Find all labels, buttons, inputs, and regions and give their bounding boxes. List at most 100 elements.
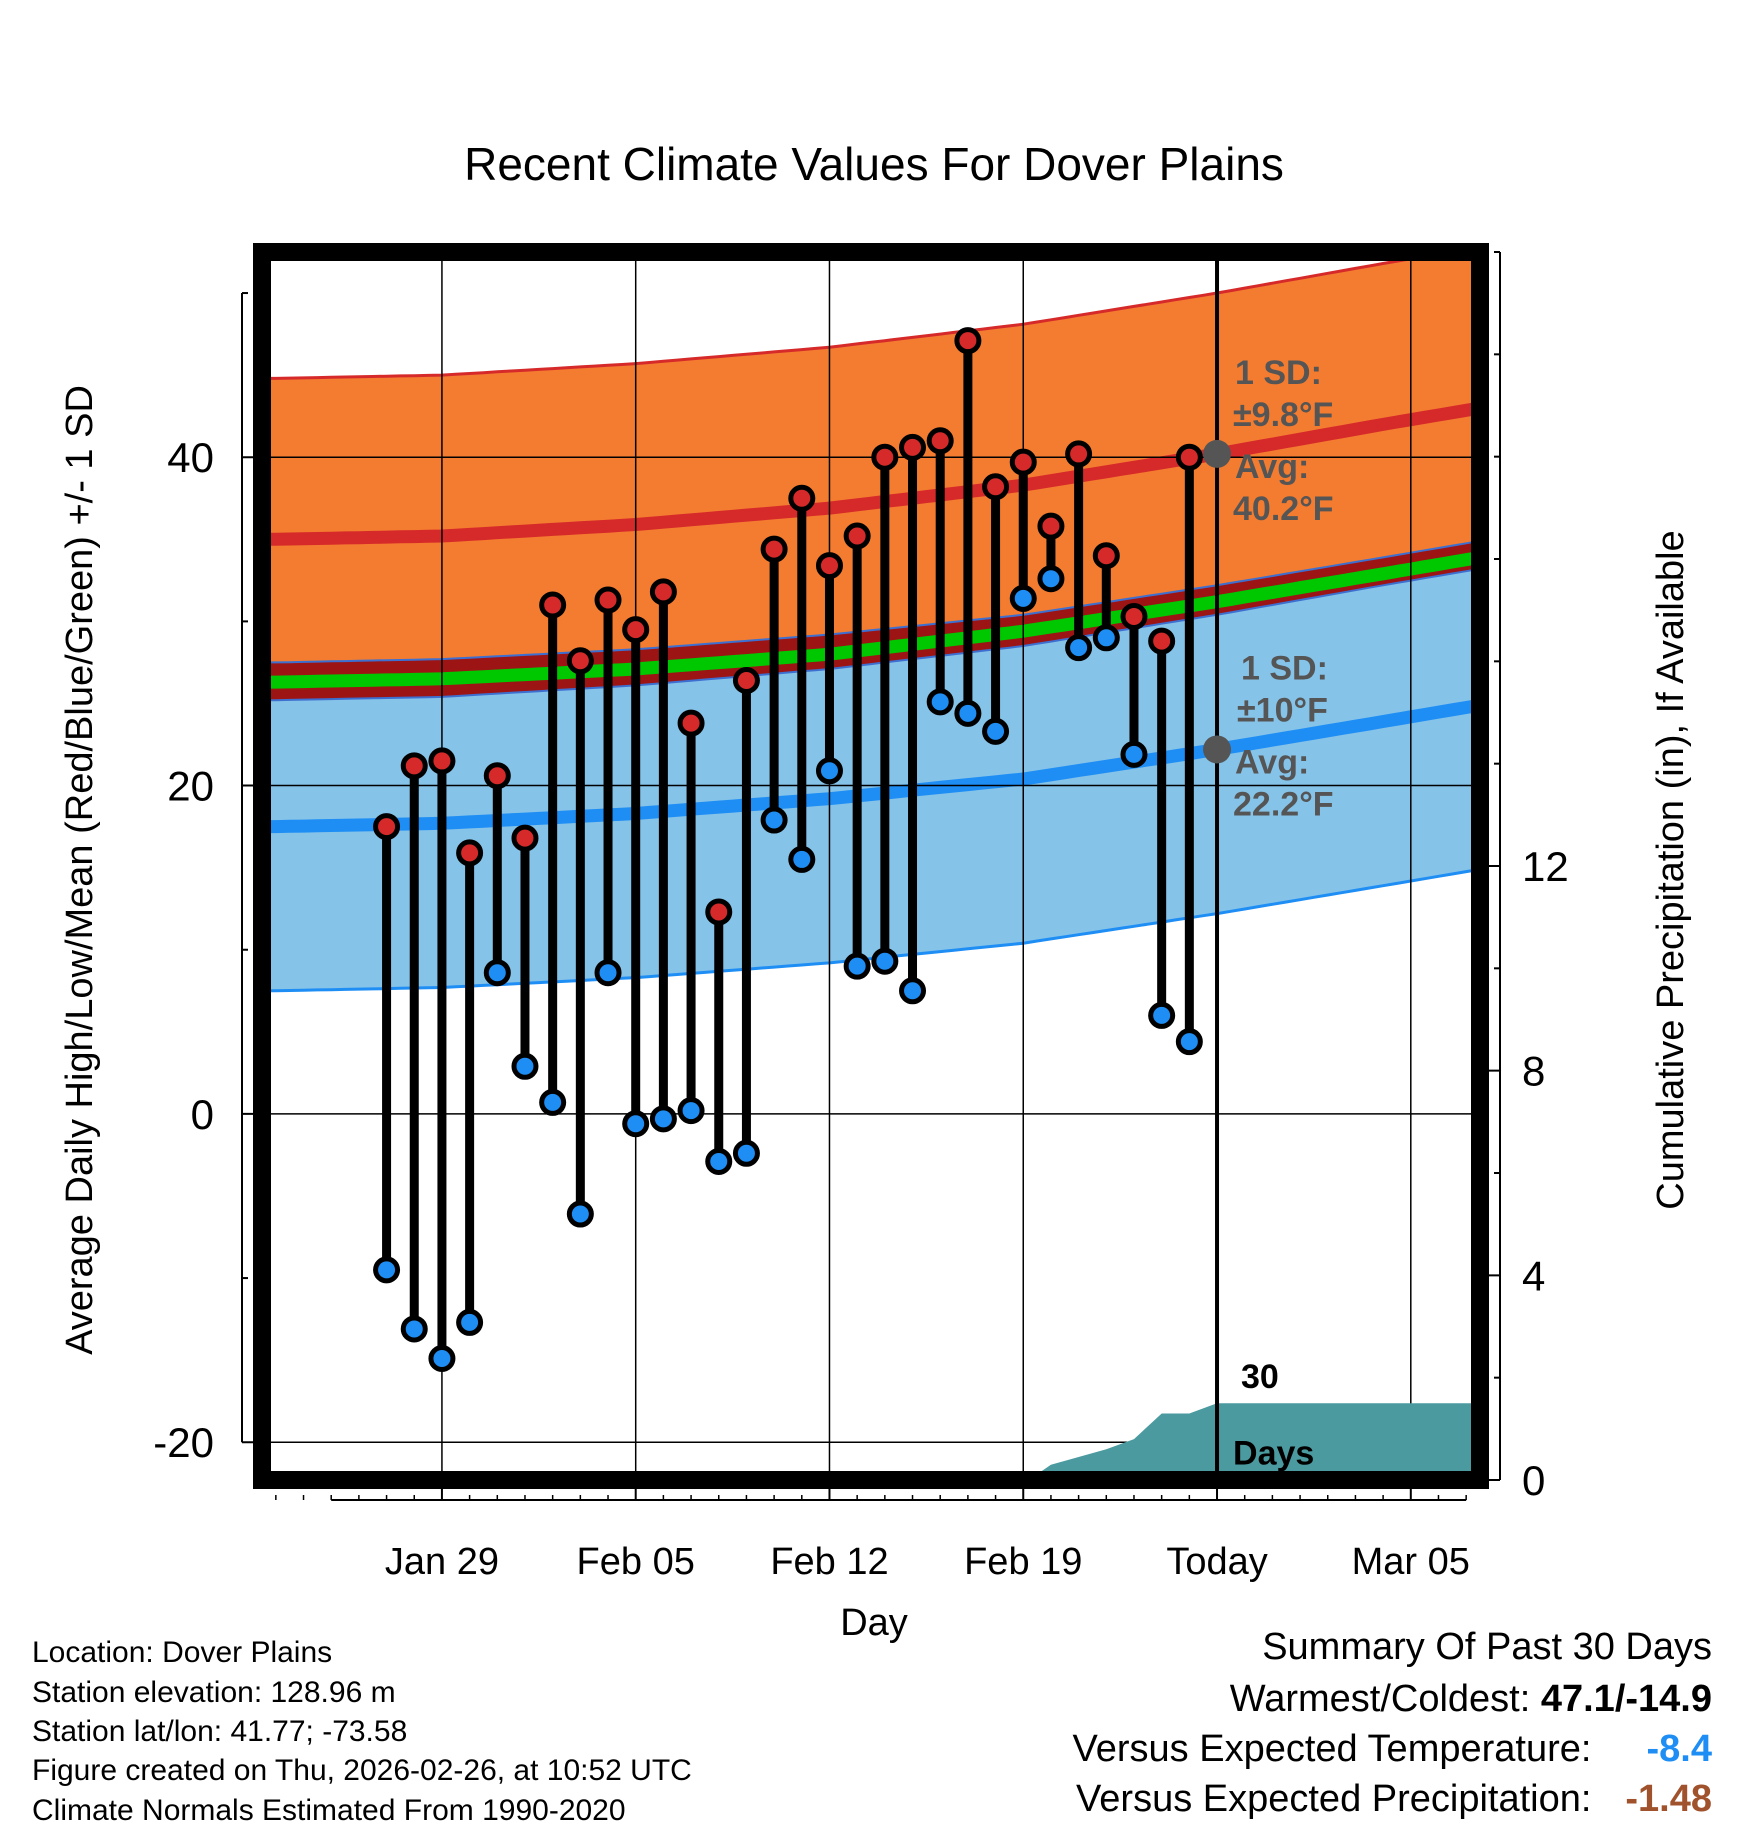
climate-normals: Climate Normals Estimated From 1990-2020 <box>32 1794 626 1827</box>
daily-high-point <box>926 427 954 455</box>
high-sd-label: 1 SD: <box>1235 354 1322 392</box>
daily-high-point <box>649 578 677 606</box>
daily-low-point <box>649 1105 677 1133</box>
daily-low-point <box>539 1088 567 1116</box>
high-upper-sd-line <box>262 252 1460 380</box>
warmest-coldest-label: Warmest/Coldest: <box>1229 1678 1531 1720</box>
precip-cumulative-area <box>1028 1403 1480 1480</box>
daily-high-point <box>815 552 843 580</box>
high-lower-sd-line <box>262 567 1480 702</box>
summary-temperature: Versus Expected Temperature: -8.4 <box>1073 1730 1712 1768</box>
plot-area <box>262 252 1480 1480</box>
daily-low-point <box>456 1308 484 1336</box>
low-upper-sd-line <box>262 539 1480 664</box>
daily-high-point <box>428 747 456 775</box>
daily-high-point <box>705 898 733 926</box>
band-overlap <box>262 540 1480 701</box>
days-label: Days <box>1233 1435 1314 1473</box>
x-tick-label: Jan 29 <box>385 1541 499 1583</box>
daily-high-point <box>788 484 816 512</box>
normal-low-line <box>262 698 1480 834</box>
precipitation-label: Versus Expected Precipitation: <box>1076 1778 1592 1820</box>
daily-high-point <box>899 433 927 461</box>
daily-low-point <box>843 952 871 980</box>
daily-high-point <box>373 813 401 841</box>
x-tick-label: Feb 12 <box>770 1541 888 1583</box>
daily-high-point <box>982 473 1010 501</box>
daily-high-point <box>566 647 594 675</box>
daily-low-point <box>1175 1028 1203 1056</box>
daily-high-point <box>483 762 511 790</box>
daily-low-point <box>954 699 982 727</box>
daily-high-point <box>1037 512 1065 540</box>
daily-low-point <box>705 1148 733 1176</box>
daily-high-point <box>1175 443 1203 471</box>
daily-low-point <box>511 1052 539 1080</box>
low-lower-sd-line <box>262 867 1480 993</box>
daily-low-point <box>622 1110 650 1138</box>
right-tick-label: 0 <box>1522 1457 1545 1504</box>
today-low-normal-marker <box>1203 735 1232 764</box>
station-location: Location: Dover Plains <box>32 1636 333 1669</box>
precipitation-value: -1.48 <box>1625 1778 1712 1820</box>
daily-low-point <box>400 1315 428 1343</box>
daily-low-point <box>926 688 954 716</box>
summary-warmest-coldest: Warmest/Coldest: 47.1/-14.9 <box>1230 1680 1712 1718</box>
normal-high-line <box>262 401 1480 546</box>
daily-low-point <box>1092 624 1120 652</box>
daily-low-point <box>1009 584 1037 612</box>
low-avg-label: Avg: <box>1235 743 1309 781</box>
daily-high-point <box>871 443 899 471</box>
daily-high-point <box>456 839 484 867</box>
y-axis-label-left: Average Daily High/Low/Mean (Red/Blue/Gr… <box>59 385 101 1355</box>
high-avg-label: Avg: <box>1235 448 1309 486</box>
daily-high-point <box>1148 627 1176 655</box>
axes: -20 0 20 40 0 4 8 12 Jan 29 Feb 05 Feb 12 Feb 19 Tod… <box>153 251 1569 1583</box>
x-tick-label: Mar 05 <box>1352 1541 1470 1583</box>
daily-high-point <box>677 709 705 737</box>
normal-mean-line <box>262 550 1480 689</box>
high-sd-band <box>262 252 1480 701</box>
daily-low-point <box>1120 740 1148 768</box>
station-latlon: Station lat/lon: 41.77; -73.58 <box>32 1715 408 1748</box>
summary-title: Summary Of Past 30 Days <box>1262 1626 1712 1668</box>
summary-precipitation: Versus Expected Precipitation: -1.48 <box>1076 1780 1712 1818</box>
today-high-normal-marker <box>1203 439 1232 468</box>
daily-low-point <box>899 977 927 1005</box>
daily-low-point <box>815 757 843 785</box>
plot-frame <box>253 243 1489 1489</box>
right-tick-label: 4 <box>1522 1252 1545 1299</box>
daily-high-point <box>1092 542 1120 570</box>
high-sd-value: ±9.8°F <box>1233 396 1333 434</box>
daily-high-point <box>594 586 622 614</box>
daily-low-point <box>1065 634 1093 662</box>
daily-low-point <box>982 717 1010 745</box>
daily-low-point <box>1037 565 1065 593</box>
left-tick-label: 20 <box>167 763 214 810</box>
daily-low-point <box>760 806 788 834</box>
daily-high-point <box>511 824 539 852</box>
days-number: 30 <box>1241 1358 1279 1396</box>
plot-overlay: 1 SD: ±9.8°F Avg: 40.2°F 1 SD: ±10°F Avg: 22.2°… <box>373 327 1334 1473</box>
daily-low-point <box>594 959 622 987</box>
daily-high-point <box>843 522 871 550</box>
daily-high-point <box>622 616 650 644</box>
daily-low-point <box>373 1256 401 1284</box>
daily-high-point <box>400 752 428 780</box>
daily-low-point <box>566 1200 594 1228</box>
x-axis-label: Day <box>840 1602 908 1644</box>
daily-low-point <box>428 1345 456 1373</box>
x-tick-label: Feb 05 <box>577 1541 695 1583</box>
left-tick-label: 40 <box>167 434 214 481</box>
low-sd-label: 1 SD: <box>1241 649 1328 687</box>
y-axis-label-right: Cumulative Precipitation (in), If Availa… <box>1650 530 1692 1209</box>
daily-low-point <box>732 1139 760 1167</box>
x-tick-label: Today <box>1166 1541 1267 1583</box>
daily-low-point <box>677 1097 705 1125</box>
daily-high-point <box>760 535 788 563</box>
daily-high-point <box>732 666 760 694</box>
right-tick-label: 8 <box>1522 1048 1545 1095</box>
daily-high-point <box>1120 602 1148 630</box>
left-tick-label: 0 <box>191 1091 214 1138</box>
